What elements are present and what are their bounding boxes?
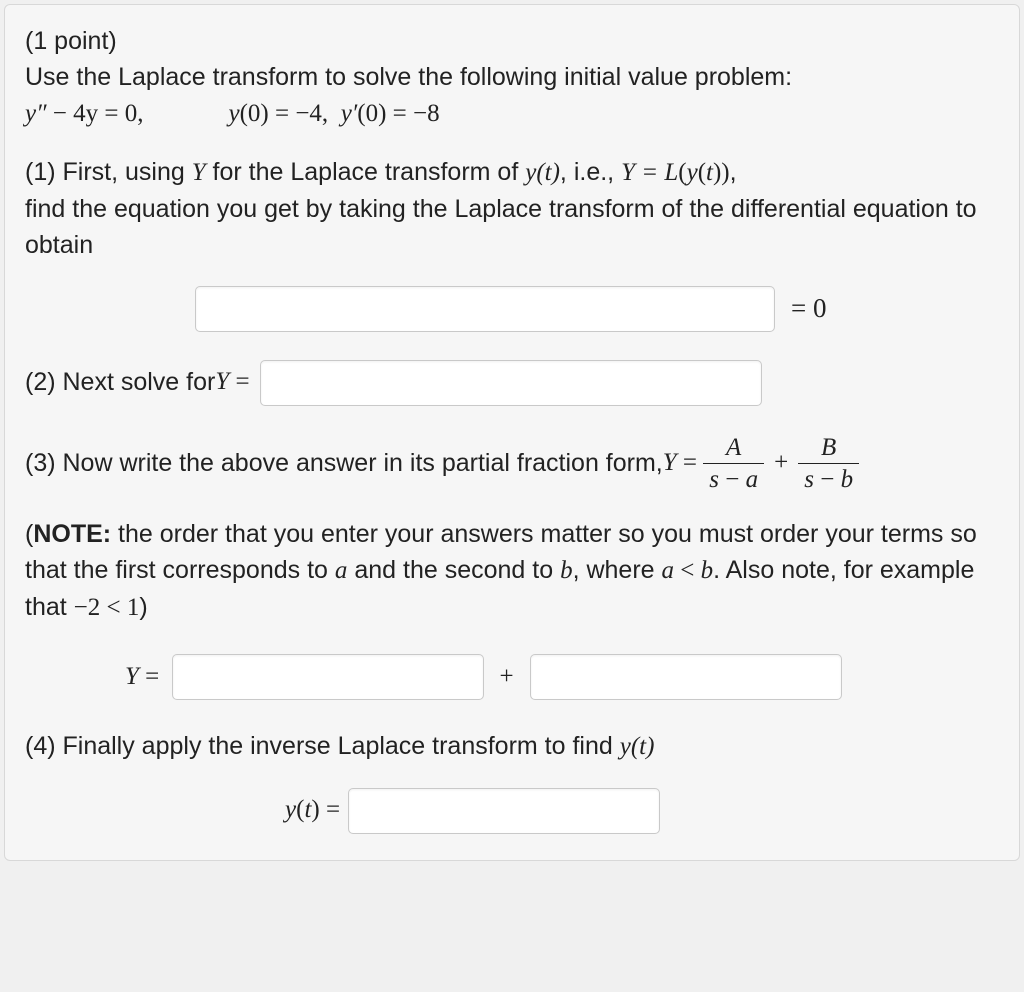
plus-sign-2: + bbox=[500, 659, 514, 695]
note-b: b bbox=[560, 557, 573, 584]
note-ineq2: −2 < 1 bbox=[74, 594, 140, 621]
frac-A: A s − a bbox=[703, 434, 764, 494]
step1-yoft: y(t) bbox=[525, 159, 560, 186]
step4-input[interactable] bbox=[348, 788, 660, 834]
problem-box: (1 point) Use the Laplace transform to s… bbox=[4, 4, 1020, 861]
note-t5: ) bbox=[139, 593, 147, 621]
page-container: (1 point) Use the Laplace transform to s… bbox=[0, 0, 1024, 992]
step1-line2: find the equation you get by taking the … bbox=[25, 195, 977, 259]
step1-input-row: = 0 bbox=[25, 286, 999, 332]
step2-Yeq: Y = bbox=[215, 364, 256, 400]
step1-comma: , bbox=[730, 158, 737, 186]
step4-text-row: (4) Finally apply the inverse Laplace tr… bbox=[25, 728, 999, 765]
frac-B: B s − b bbox=[798, 434, 859, 494]
plus-sign-1: + bbox=[774, 445, 788, 481]
step1-text: (1) First, using Y for the Laplace trans… bbox=[25, 154, 999, 264]
equals-zero: = 0 bbox=[791, 289, 826, 328]
intro-line: Use the Laplace transform to solve the f… bbox=[25, 59, 999, 95]
points-line: (1 point) bbox=[25, 23, 999, 59]
step3-text: (3) Now write the above answer in its pa… bbox=[25, 445, 663, 481]
step2-input[interactable] bbox=[260, 360, 762, 406]
step3-row: (3) Now write the above answer in its pa… bbox=[25, 434, 999, 494]
step1-paren: (y(t)) bbox=[678, 159, 729, 186]
step1-mid2: , i.e., bbox=[560, 158, 621, 186]
step1-Yeq: Y = bbox=[621, 159, 664, 186]
step4-yoft: y(t) bbox=[620, 733, 655, 760]
step4-text: (4) Finally apply the inverse Laplace tr… bbox=[25, 732, 620, 760]
step1-input[interactable] bbox=[195, 286, 775, 332]
step1-Y: Y bbox=[192, 159, 206, 186]
step4-input-row: y(t) = bbox=[25, 788, 999, 834]
note-ineq1: a < b bbox=[662, 557, 714, 584]
step1-L: L bbox=[664, 159, 678, 186]
step3-Yeq: Y = bbox=[663, 445, 704, 481]
note-t2: and the second to bbox=[347, 556, 560, 584]
step3-input-b[interactable] bbox=[530, 654, 842, 700]
ic1: y(0) = −4, bbox=[228, 96, 340, 132]
step3-input-a[interactable] bbox=[172, 654, 484, 700]
step2-text: (2) Next solve for bbox=[25, 364, 215, 400]
ic2: y′(0) = −8 bbox=[341, 96, 440, 132]
step4-yoft-eq: y(t) = bbox=[285, 792, 340, 828]
step1-mid1: for the Laplace transform of bbox=[206, 158, 526, 186]
step3-input-row: Y = + bbox=[25, 654, 999, 700]
step2-row: (2) Next solve for Y = bbox=[25, 360, 999, 406]
note-bold: NOTE: bbox=[33, 520, 111, 548]
step3-Yeq2: Y = bbox=[125, 659, 166, 695]
note-a: a bbox=[335, 557, 348, 584]
note-t3: , where bbox=[573, 556, 662, 584]
ode-lhs: y″ − 4y = 0, bbox=[25, 96, 143, 132]
note-block: (NOTE: the order that you enter your ans… bbox=[25, 516, 999, 627]
ode-line: y″ − 4y = 0, y(0) = −4, y′(0) = −8 bbox=[25, 96, 999, 132]
step1-prefix: (1) First, using bbox=[25, 158, 192, 186]
